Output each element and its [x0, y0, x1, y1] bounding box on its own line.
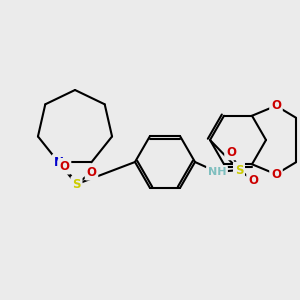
Text: O: O — [271, 99, 281, 112]
Text: S: S — [72, 178, 81, 191]
Text: N: N — [53, 156, 64, 169]
Text: O: O — [248, 173, 258, 187]
Text: NH: NH — [208, 167, 226, 177]
Text: O: O — [86, 166, 97, 179]
Text: O: O — [59, 160, 70, 173]
Text: O: O — [226, 146, 236, 158]
Text: S: S — [235, 164, 243, 176]
Text: O: O — [271, 168, 281, 181]
